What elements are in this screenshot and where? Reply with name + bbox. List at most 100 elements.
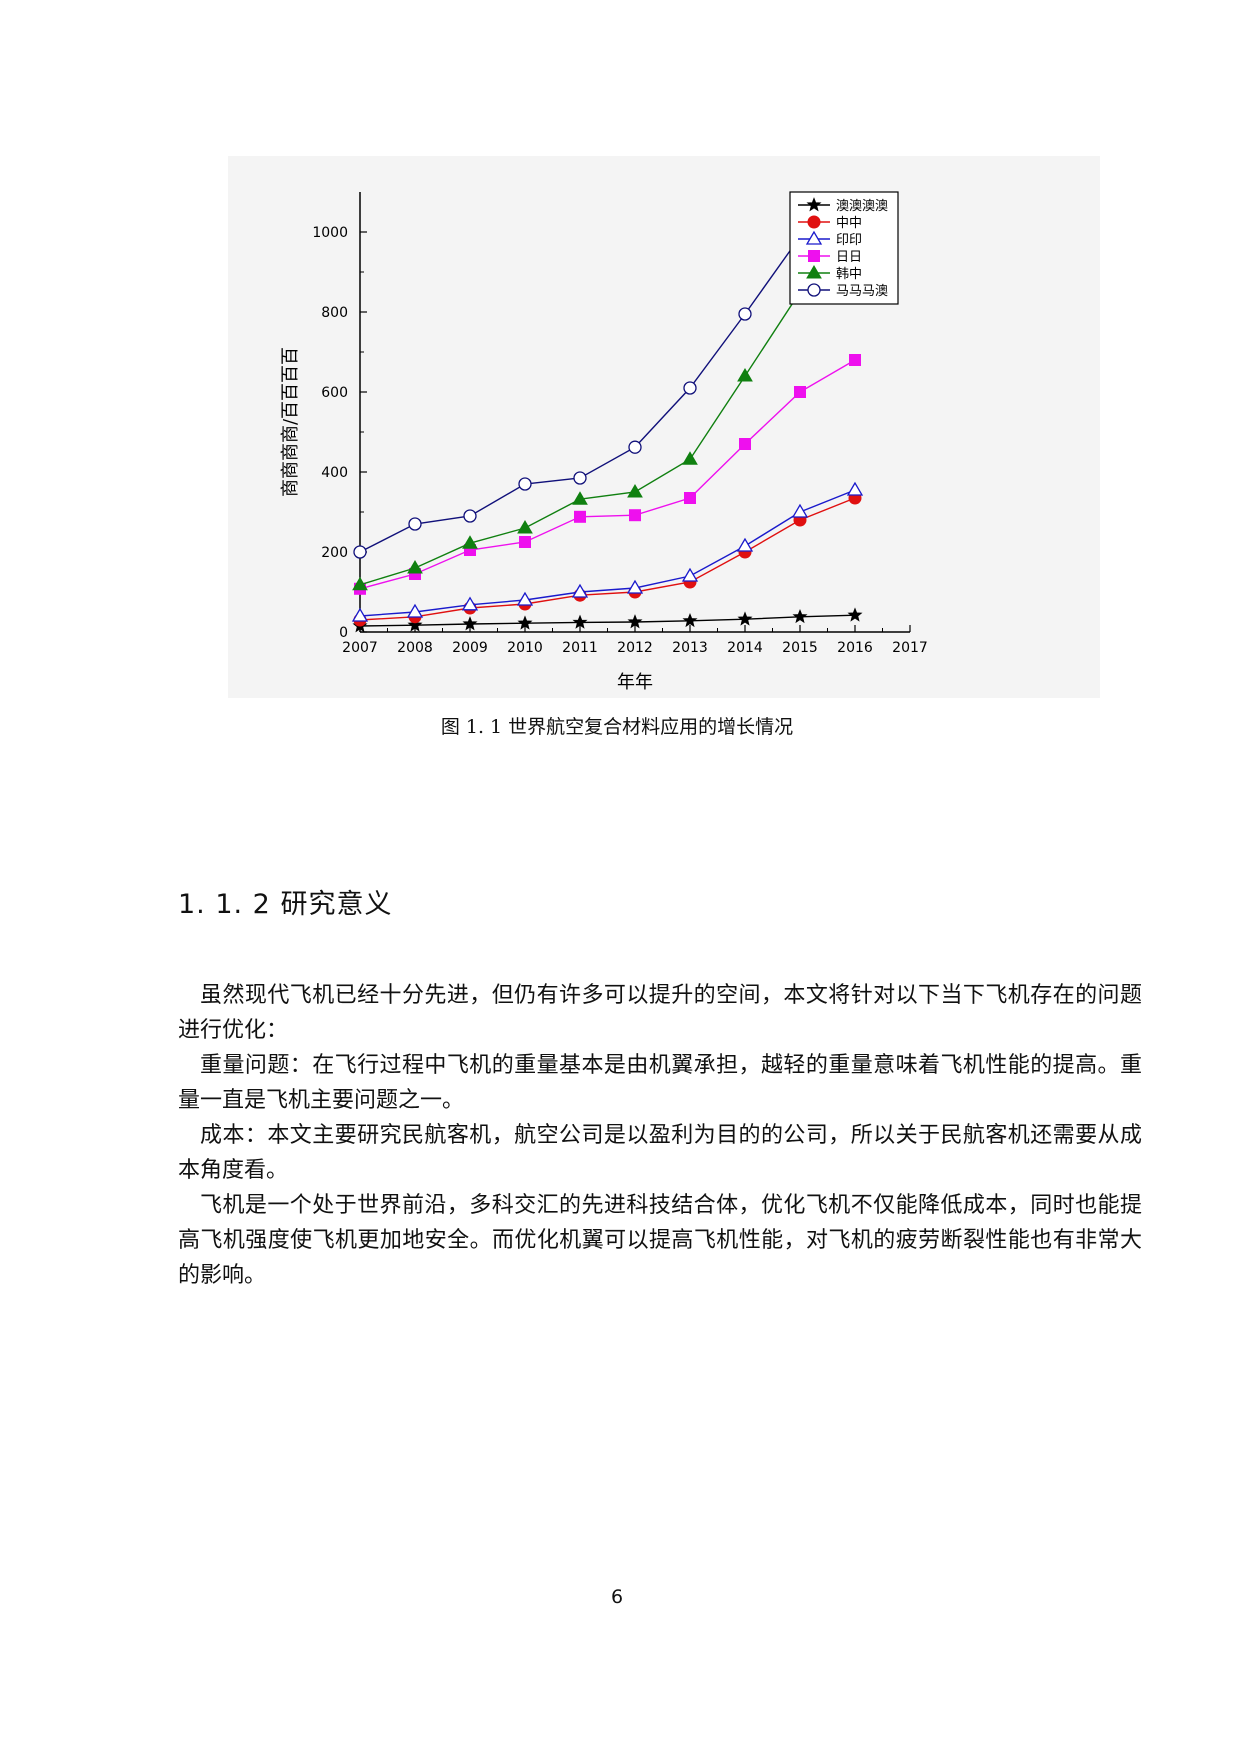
legend-entry: 马马马澳 <box>798 283 888 299</box>
paragraph-4: 飞机是一个处于世界前沿，多科交汇的先进科技结合体，优化飞机不仅能降低成本，同时也… <box>178 1193 1142 1288</box>
series-line <box>359 614 856 627</box>
data-point <box>462 535 478 549</box>
series-line <box>359 497 856 621</box>
data-point <box>572 491 588 505</box>
data-point <box>792 608 808 624</box>
data-point <box>352 576 368 591</box>
data-point <box>406 603 424 618</box>
x-tick-label: 2008 <box>397 640 433 656</box>
paragraph-1: 虽然现代飞机已经十分先进，但仍有许多可以提升的空间，本文将针对以下当下飞机存在的… <box>178 983 1142 1043</box>
series-5 <box>352 228 863 591</box>
series-4 <box>354 354 861 595</box>
paragraph-3: 成本：本文主要研究民航客机，航空公司是以盈利为目的的公司，所以关于民航客机还需要… <box>178 1123 1142 1183</box>
data-point <box>518 477 532 491</box>
legend-label: 马马马澳 <box>836 283 888 299</box>
legend-label: 中中 <box>836 216 862 231</box>
legend-marker <box>808 250 820 262</box>
legend-marker <box>807 215 821 229</box>
y-tick-label: 600 <box>321 385 348 401</box>
y-tick-label: 0 <box>339 625 348 641</box>
series-line <box>359 225 856 553</box>
legend-label: 韩中 <box>836 267 862 282</box>
data-point <box>791 503 809 518</box>
data-point <box>407 617 423 632</box>
legend-label: 印印 <box>836 233 862 248</box>
data-point <box>738 307 752 321</box>
legend-marker <box>807 283 821 297</box>
data-point <box>681 567 699 582</box>
x-tick-label: 2007 <box>342 640 378 656</box>
series-line <box>359 359 856 590</box>
data-point <box>846 481 864 496</box>
legend-label: 澳澳澳澳 <box>836 198 888 214</box>
data-point <box>627 614 643 629</box>
data-point <box>627 484 643 498</box>
data-point <box>517 615 533 630</box>
x-tick-label: 2015 <box>782 640 818 656</box>
data-point <box>739 438 751 450</box>
series-3 <box>351 481 864 622</box>
y-tick-label: 400 <box>321 465 348 481</box>
page-number: 6 <box>610 1586 624 1608</box>
line-chart: 2007 2008 2009 2010 2011 2012 2013 2014 2015 2016… <box>280 191 928 693</box>
data-point <box>519 536 531 548</box>
x-tick-label: 2010 <box>507 640 543 656</box>
chart-series <box>351 219 864 633</box>
series-line <box>359 489 856 617</box>
data-point <box>351 607 369 622</box>
data-point <box>353 545 367 559</box>
data-point <box>572 614 588 629</box>
data-point <box>684 492 696 504</box>
x-tick-label: 2009 <box>452 640 488 656</box>
data-point <box>737 611 753 626</box>
legend-entry: 韩中 <box>798 265 862 282</box>
x-tick-label: 2014 <box>727 640 763 656</box>
figure-caption: 图 1. 1 世界航空复合材料应用的增长情况 <box>440 716 794 738</box>
series-6 <box>353 219 862 559</box>
y-tick-label: 800 <box>321 305 348 321</box>
data-point <box>461 596 479 611</box>
legend-marker <box>806 197 822 212</box>
data-point <box>408 517 422 531</box>
data-point <box>462 616 478 631</box>
x-tick-label: 2011 <box>562 640 598 656</box>
data-point <box>794 386 806 398</box>
data-point <box>683 381 697 395</box>
chart-axes: 2007 2008 2009 2010 2011 2012 2013 2014 2015 2016… <box>280 192 928 693</box>
data-point <box>573 471 587 485</box>
legend-entry: 印印 <box>798 230 862 248</box>
legend-entry: 澳澳澳澳 <box>798 197 888 214</box>
body-text: 虽然现代飞机已经十分先进，但仍有许多可以提升的空间，本文将针对以下当下飞机存在的… <box>178 978 1142 1293</box>
legend-box <box>789 191 899 305</box>
data-point <box>849 354 861 366</box>
series-line <box>359 236 856 586</box>
data-point <box>682 451 698 465</box>
x-tick-label: 2016 <box>837 640 873 656</box>
legend-label: 日日 <box>836 250 862 265</box>
data-point <box>847 607 863 622</box>
y-tick-label: 200 <box>321 545 348 561</box>
y-tick-label: 1000 <box>312 225 348 241</box>
data-point <box>571 583 589 598</box>
x-tick-label: 2017 <box>892 640 928 656</box>
data-point <box>516 591 534 606</box>
section-heading: 1. 1. 2 研究意义 <box>178 889 393 920</box>
data-point <box>737 368 753 382</box>
x-tick-label: 2012 <box>617 640 653 656</box>
y-axis-title: 商商商商/百百百百 <box>280 347 301 497</box>
chart-figure: 2007 2008 2009 2010 2011 2012 2013 2014 2015 2016… <box>228 156 1100 698</box>
paragraph-2: 重量问题：在飞行过程中飞机的重量基本是由机翼承担，越轻的重量意味着飞机性能的提高… <box>178 1053 1142 1113</box>
x-tick-label: 2013 <box>672 640 708 656</box>
data-point <box>736 537 754 552</box>
data-point <box>682 612 698 628</box>
series-2 <box>353 491 862 627</box>
data-point <box>407 560 423 574</box>
legend-entry: 中中 <box>798 215 862 231</box>
data-point <box>463 509 477 523</box>
data-point <box>628 440 642 454</box>
data-point <box>517 520 533 534</box>
data-point <box>629 509 641 522</box>
data-point <box>574 510 586 523</box>
data-point <box>626 579 644 594</box>
